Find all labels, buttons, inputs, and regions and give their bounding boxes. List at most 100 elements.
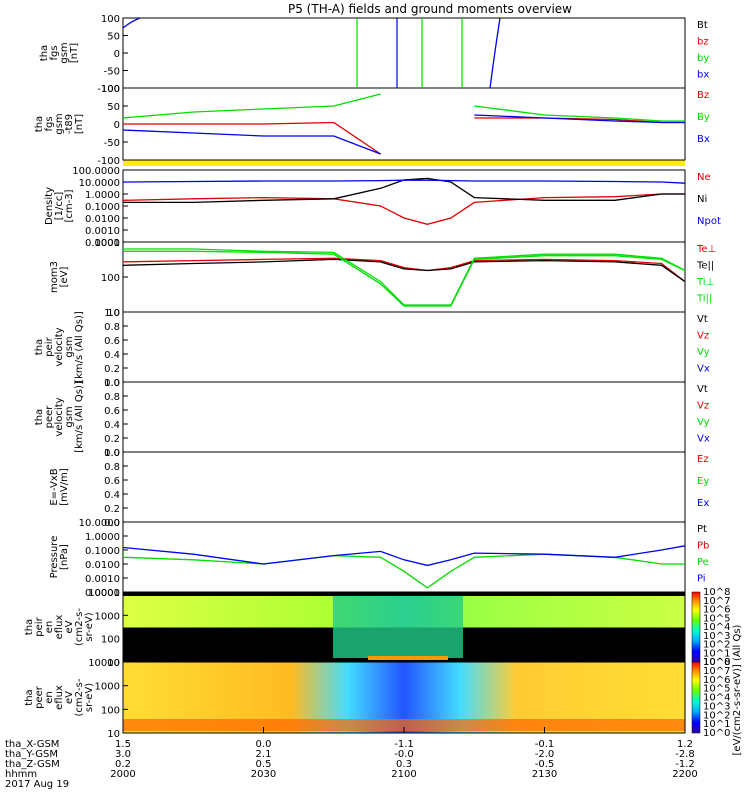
y-tick-label: 1.0000 (85, 190, 120, 201)
legend-entry: Bx (697, 134, 710, 145)
x-axis-hhmm-value: 2100 (391, 769, 416, 780)
y-tick-label: 10000 (88, 588, 120, 599)
y-axis-label: en (44, 621, 55, 634)
y-tick-label: 0.8 (104, 392, 120, 403)
y-tick-label: 100 (101, 705, 120, 716)
x-axis-x-value: 1.2 (677, 739, 693, 750)
y-axis-label: mom3 (49, 261, 60, 293)
colorbar-tick-label: 10^2 (703, 710, 730, 721)
x-axis-z-value: -0.5 (535, 759, 555, 770)
y-axis-label: peer (44, 405, 55, 429)
series-line-Ni (123, 177, 685, 204)
colorbar-tick-label: 10^0 (703, 657, 730, 668)
panel-frame (122, 451, 686, 523)
panel-frame (122, 311, 686, 383)
legend-entry: Pb (697, 541, 709, 552)
y-tick-label: 1.0000 (85, 532, 120, 543)
y-tick-label: 0.4 (104, 350, 120, 361)
y-axis-label: tha (39, 45, 50, 61)
legend-entry: by (697, 53, 709, 64)
panel-peir_vel: 1.0 0.8 0.6 0.4 0.2 0.0 tha peir velocity gsm [km/… (34, 308, 710, 389)
legend-entry: Pi (697, 574, 706, 585)
y-tick-label: 50 (107, 32, 120, 43)
legend-entry: Ni (697, 194, 707, 205)
y-axis-label: eflux (54, 685, 65, 710)
y-axis-label: [cm-3] (64, 189, 75, 222)
y-tick-label: 1.0 (104, 378, 120, 389)
y-tick-label: 0.0 (104, 448, 120, 459)
legend-entry: Te⊥ (696, 244, 716, 255)
y-tick-label: 0.0100 (85, 560, 120, 571)
x-axis-row-label: tha_X-GSM (5, 739, 59, 750)
y-axis-label: gsm (64, 336, 75, 357)
x-axis-hhmm-value: 2000 (110, 769, 135, 780)
y-tick-label: 100 (101, 84, 120, 95)
y-tick-label: 0.0 (104, 378, 120, 389)
colorbar-2 (691, 661, 701, 734)
y-axis-label: E=-VxB (49, 468, 60, 505)
panel-efield: 1.0 0.8 0.6 0.4 0.2 0.0 E=-VxB [mV/m] Ez Ey Ex (49, 448, 709, 529)
x-axis-x-value: 1.5 (115, 739, 131, 750)
y-axis-label: [nT] (69, 43, 80, 63)
y-axis-label: [mV/m] (59, 468, 70, 506)
y-tick-label: -100 (97, 156, 120, 167)
colorbar-tick-label: 10^3 (703, 631, 730, 642)
panel-temp: 1000 100 10 mom3 [eV] Te⊥ Te|| Ti⊥ Ti|| (49, 238, 716, 319)
x-axis-y-value: -2.8 (675, 749, 695, 760)
series-line-bx-end (489, 17, 501, 89)
x-axis-hhmm-value: 2130 (532, 769, 557, 780)
y-tick-label: 10 (107, 729, 120, 740)
y-axis-label: velocity (54, 397, 65, 436)
y-axis-label: fgs (49, 45, 60, 60)
y-tick-label: 10000 (88, 658, 120, 669)
colorbar-1 (691, 591, 701, 663)
panel-fgs: 100 50 0 -50 -100 tha fgs gsm [nT] Bt bz by bx (39, 14, 709, 95)
colorbar-tick-label: 10^6 (703, 605, 730, 616)
panel-peer_en: 10000 1000 100 10 tha peer en eflux eV (cm2-s-sr-… (24, 658, 686, 740)
y-tick-label: -50 (104, 138, 120, 149)
y-tick-label: 100 (101, 635, 120, 646)
x-axis-y-value: 3.0 (115, 749, 131, 760)
y-axis-label: -t89 (64, 114, 75, 134)
legend-entry: Vz (697, 401, 709, 412)
y-tick-label: 1.0 (104, 448, 120, 459)
legend-entry: bz (697, 37, 709, 48)
y-axis-label: Pressure (49, 536, 60, 579)
y-axis-label: tha (34, 116, 45, 132)
colorbar-tick-label: 10^2 (703, 640, 730, 651)
legend-entry: Ex (697, 498, 709, 509)
legend-entry: Vt (697, 384, 708, 395)
series-group-density (122, 177, 686, 225)
y-axis-label: gsm (54, 113, 65, 134)
legend-entry: Vt (697, 314, 708, 325)
y-axis-label: velocity (54, 327, 65, 366)
x-axis-hhmm-value: 2030 (251, 769, 276, 780)
legend-entry: Vy (697, 417, 710, 428)
x-axis-y-value: -2.0 (535, 749, 555, 760)
colorbar-tick-label: 10^7 (703, 596, 730, 607)
panel-frame (122, 17, 686, 89)
panel-frame (122, 241, 686, 313)
y-tick-label: 1000 (95, 611, 120, 622)
y-axis-label: sr-eV) (84, 612, 95, 641)
y-axis-label: [nPa] (59, 544, 70, 570)
y-tick-label: 0.6 (104, 336, 120, 347)
colorbar-tick-label: 10^5 (703, 684, 730, 695)
legend-entry: Pe (697, 557, 709, 568)
y-tick-label: 0.0010 (85, 574, 120, 585)
y-tick-label: 1.0 (104, 308, 120, 319)
y-axis-label: gsm (59, 42, 70, 63)
y-axis-label: (cm2-s- (74, 678, 85, 716)
y-tick-label: 0.1000 (85, 546, 120, 557)
y-tick-label: 0.6 (104, 406, 120, 417)
y-tick-label: 10.0000 (79, 518, 120, 529)
y-tick-label: 0.8 (104, 462, 120, 473)
colorbar-tick-label: 10^3 (703, 701, 730, 712)
y-axis-label: sr-eV) (84, 683, 95, 712)
colorbar-tick-label: 10^5 (703, 613, 730, 624)
colorbars: 10^810^710^610^510^410^310^210^110^010^8… (691, 587, 743, 755)
y-axis-label: [km/s (All Qs)] (74, 311, 85, 383)
colorbar-tick-label: 10^4 (703, 693, 730, 704)
